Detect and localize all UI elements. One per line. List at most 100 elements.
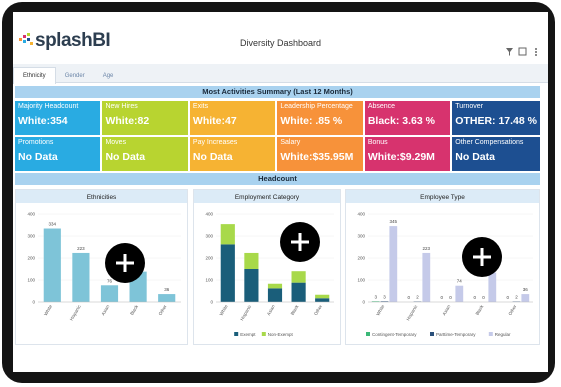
x-tick-label: Black [129,303,139,316]
y-tick-label: 100 [357,278,365,283]
kpi-value: White:47 [192,115,237,127]
section-header: Most Activities Summary (Last 12 Months) [15,86,540,98]
data-label: 0 [482,295,485,300]
bar [380,301,389,302]
x-tick-label: Asian [441,304,451,317]
kpi-label: Moves [105,139,127,146]
kpi-label: Promotions [18,139,54,146]
data-label: 2 [515,295,518,300]
y-tick-label: 200 [27,256,35,261]
kpi-value: No Data [455,151,495,163]
legend-swatch [234,332,239,336]
bar [389,226,398,302]
kpi-cards: Majority Headcount White:354 New Hires Whit… [15,101,540,171]
x-tick-label: Hispanic [239,303,252,321]
toolbar-icons[interactable] [505,47,541,57]
y-tick-label: 100 [27,278,35,283]
bar-segment [244,252,259,269]
x-tick-label: Hispanic [69,303,82,321]
kpi-card: Leadership Percentage White: .85 % [277,101,363,135]
bar-segment [291,282,306,302]
x-tick-label: Black [290,303,300,316]
legend-label: Regular [495,332,511,337]
kpi-value: White:354 [18,115,68,127]
kpi-value: White:82 [105,115,150,127]
legend-label: Non-Exempt [268,332,294,337]
logo-mark [19,33,33,45]
expand-button[interactable] [462,237,502,277]
kpi-label: Bonus [367,139,388,146]
x-tick-label: Hispanic [405,303,418,321]
data-label: 74 [457,279,463,284]
kpi-value: No Data [18,151,58,163]
kpi-value: Black: 3.63 % [367,115,435,127]
chart-title-bar [346,190,539,203]
kpi-card: Other Compensations No Data [452,137,540,171]
tab-bar: Ethnicity Gender Age [13,64,548,84]
chart-panel: Ethnicities 0 100 200 300 400 334 White 223 Hispa… [15,189,188,345]
kpi-card: Majority Headcount White:354 [15,101,101,135]
x-tick-label: Asian [100,304,110,317]
legend-label: Parttime-Temporary [436,332,476,337]
expand-button[interactable] [105,243,145,283]
data-label: 0 [449,295,452,300]
data-label: 36 [523,287,529,292]
kpi-card: Turnover OTHER: 17.48 % [452,101,540,135]
bar [422,252,431,302]
y-tick-label: 0 [210,300,213,305]
screen: splashBI Diversity Dashboard Ethnicity Ge… [13,12,548,372]
kpi-card: Moves No Data [102,137,188,171]
data-label: 223 [77,246,85,251]
legend-swatch [366,332,370,336]
y-tick-label: 0 [362,300,365,305]
kpi-label: Majority Headcount [18,103,79,110]
y-tick-label: 300 [205,234,213,239]
kpi-card: Salary White:$35.95M [277,137,363,171]
tab[interactable]: Gender [64,73,85,79]
kpi-label: Absence [367,103,396,110]
data-label: 0 [473,295,476,300]
y-tick-label: 400 [27,212,35,217]
legend-label: Contingent-Temporary [372,332,417,337]
dashboard-title: Diversity Dashboard [239,38,322,48]
data-label: 0 [407,295,410,300]
data-label: 345 [390,219,398,224]
bar [371,301,380,302]
expand-button[interactable] [280,222,320,262]
y-tick-label: 300 [27,234,35,239]
x-tick-label: Other [158,304,168,317]
bar-segment [315,298,330,302]
x-tick-label: Asian [266,304,276,317]
kpi-value: No Data [192,151,233,163]
tab[interactable]: Age [102,73,114,79]
kpi-card: Exits White:47 [189,101,276,135]
x-tick-label: White [219,304,229,317]
bar [158,294,176,302]
bar-segment [267,283,283,289]
legend-swatch [488,332,493,336]
y-tick-label: 200 [357,256,365,261]
kpi-card: Bonus White:$9.29M [364,137,451,171]
y-tick-label: 400 [205,212,213,217]
chart: Ethnicities 0 100 200 300 400 334 White 223 Hispa… [16,190,187,321]
kpi-label: New Hires [105,103,138,110]
y-tick-label: 300 [357,234,365,239]
bar [521,294,530,302]
chart: Employment Category 0 100 200 300 400 White His… [194,190,340,337]
tab[interactable]: Ethnicity [13,67,56,84]
bar-segment [315,294,330,299]
kpi-label: Leadership Percentage [280,103,353,110]
chart-title: Employee Type [420,194,465,201]
bar [100,285,119,302]
x-tick-label: White [375,304,385,317]
kpi-label: Salary [280,139,301,146]
bar-segment [291,271,306,283]
kpi-value: White: .85 % [280,115,343,127]
kpi-card: Promotions No Data [15,137,101,171]
data-label: 76 [107,278,113,283]
data-label: 0 [506,295,509,300]
kpi-label: Other Compensations [455,139,524,146]
kpi-label: Turnover [455,103,484,110]
chart-panel: Employee Type 0 100 200 300 400 3 3 345 White 0 2 22… [345,189,540,345]
